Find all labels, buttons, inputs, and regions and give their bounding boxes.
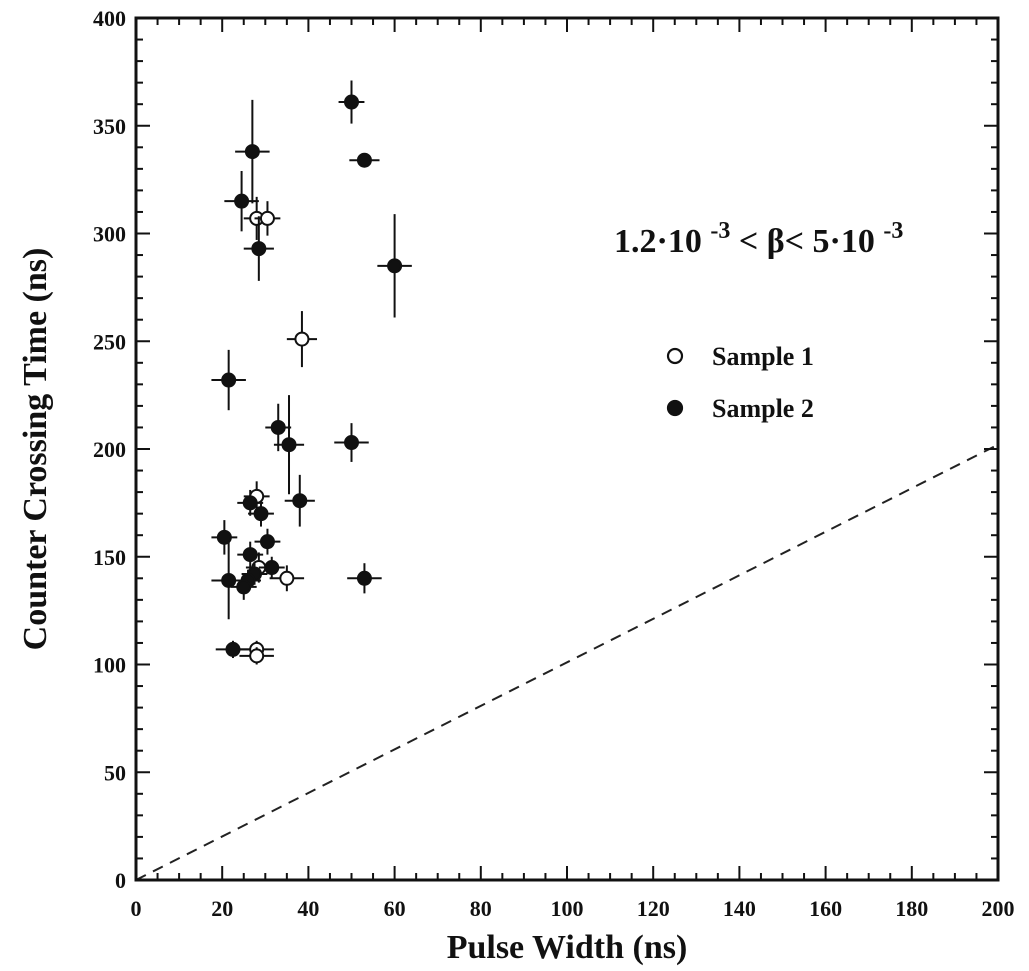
y-tick-label: 200 [93, 437, 126, 462]
point-marker [259, 534, 275, 550]
point-marker [356, 152, 372, 168]
data-point-sample-2 [377, 214, 412, 318]
point-marker [344, 435, 359, 451]
x-tick-label: 140 [723, 896, 756, 921]
legend-marker-sample-2 [666, 399, 684, 417]
point-marker [242, 495, 258, 511]
point-marker [264, 560, 280, 576]
data-point-sample-2 [334, 423, 369, 462]
annotation-superscript: -3 [710, 218, 730, 244]
point-marker [356, 570, 372, 586]
data-point-sample-2 [215, 640, 251, 659]
legend-label-sample-2: Sample 2 [712, 394, 814, 423]
y-tick-label: 300 [93, 222, 126, 247]
y-tick-label: 400 [93, 6, 126, 31]
data-point-sample-2 [347, 563, 382, 594]
y-tick-label: 50 [104, 760, 126, 785]
beta-range-annotation: 1.2·10 -3 < β< 5·10 -3 [614, 209, 903, 260]
x-tick-label: 200 [982, 896, 1015, 921]
data-point-sample-1 [269, 565, 305, 592]
point-marker [270, 419, 286, 435]
annotation-part: < β< 5·10 [739, 223, 875, 260]
data-point-sample-2 [265, 403, 292, 452]
point-marker [292, 493, 308, 509]
x-tick-label: 60 [384, 896, 406, 921]
reference-dashed-line [135, 443, 999, 881]
x-tick-label: 20 [211, 896, 233, 921]
point-marker [225, 641, 241, 657]
data-point-sample-2 [224, 171, 259, 232]
data-point-sample-2 [349, 152, 380, 168]
data-point-sample-2 [243, 216, 274, 281]
x-tick-label: 0 [131, 896, 142, 921]
point-marker [259, 210, 275, 226]
point-marker [221, 372, 237, 388]
data-point-sample-1 [239, 647, 274, 665]
x-tick-label: 100 [551, 896, 584, 921]
legend-label-sample-1: Sample 1 [712, 342, 814, 371]
data-point-sample-2 [284, 474, 315, 527]
point-marker [294, 331, 310, 347]
point-marker [234, 193, 250, 209]
y-axis-title: Counter Crossing Time (ns) [17, 248, 54, 651]
data-point-sample-2 [211, 349, 246, 411]
x-tick-label: 40 [297, 896, 319, 921]
y-tick-label: 350 [93, 114, 126, 139]
point-marker [242, 547, 258, 563]
data-point-sample-2 [258, 556, 285, 579]
data-point-sample-2 [237, 541, 264, 568]
data-point-sample-2 [211, 520, 238, 555]
annotation-part: 1.2·10 [614, 223, 702, 260]
y-tick-label: 250 [93, 329, 126, 354]
y-tick-label: 0 [115, 868, 126, 893]
point-marker [216, 529, 232, 545]
x-tick-label: 120 [637, 896, 670, 921]
y-tick-label: 100 [93, 653, 126, 678]
data-point-sample-2 [235, 99, 270, 204]
data-point-sample-2 [230, 573, 257, 600]
point-marker [221, 572, 237, 588]
y-tick-label: 150 [93, 545, 126, 570]
plot-frame [134, 16, 1000, 882]
x-tick-label: 160 [809, 896, 842, 921]
point-marker [253, 506, 269, 522]
data-point-sample-2 [237, 489, 264, 516]
point-marker [344, 94, 359, 110]
annotation-superscript: -3 [883, 218, 903, 244]
data-point-sample-2 [254, 528, 281, 555]
x-axis-title: Pulse Width (ns) [447, 929, 688, 966]
data-point-sample-2 [338, 80, 365, 124]
legend-marker-sample-1 [666, 347, 684, 365]
point-marker [387, 258, 403, 274]
legend: Sample 1 Sample 2 [666, 342, 814, 423]
point-marker [251, 241, 267, 257]
point-marker [236, 579, 252, 595]
point-marker [249, 648, 265, 664]
x-tick-label: 180 [895, 896, 928, 921]
data-point-sample-1 [286, 311, 318, 368]
point-marker [244, 144, 260, 160]
data-point-sample-2 [248, 500, 274, 527]
point-marker [279, 570, 295, 586]
point-marker [281, 437, 297, 453]
x-tick-label: 80 [470, 896, 492, 921]
data-point-sample-2 [273, 395, 305, 495]
